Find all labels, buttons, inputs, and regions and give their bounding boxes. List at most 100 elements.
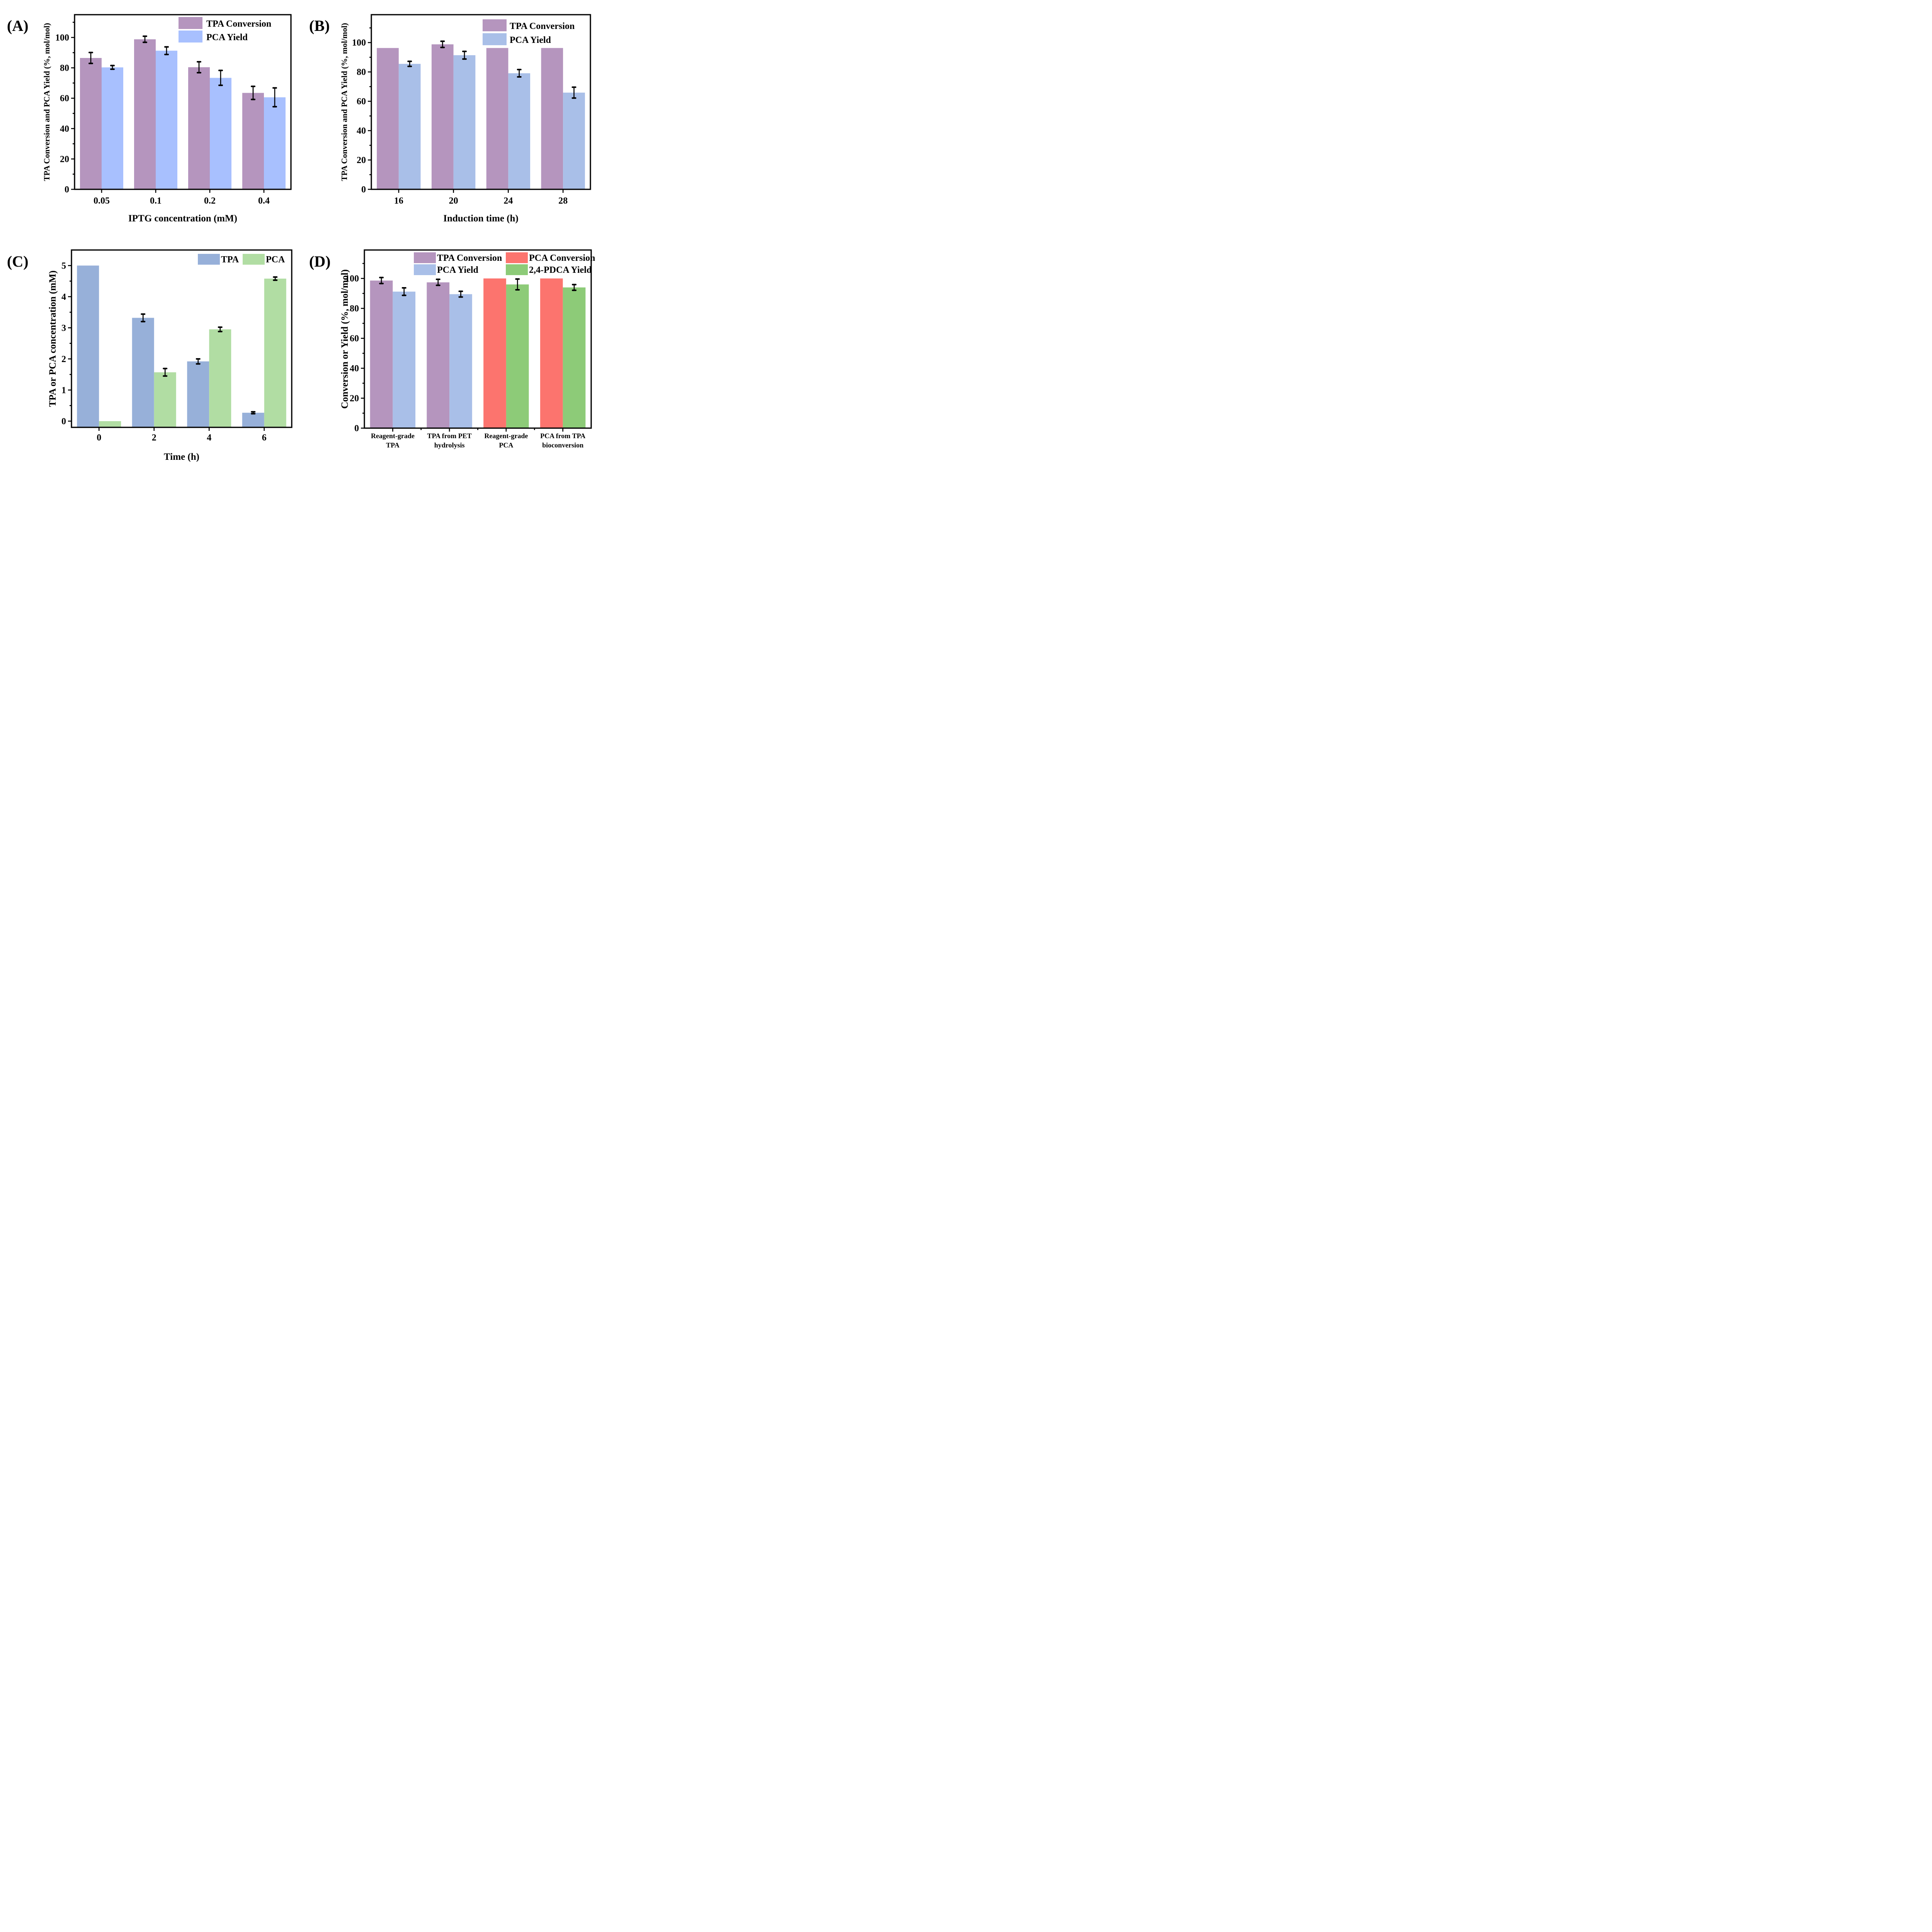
x-tick-label: 20 <box>449 196 458 206</box>
panel-b: (B) 0 20 40 60 80 100 16 20 24 28 Induction time (h… <box>309 14 591 224</box>
bar-tpa-conversion-3 <box>242 93 264 189</box>
y-tick-label: 2 <box>61 354 66 364</box>
legend-swatch <box>179 31 202 43</box>
y-tick-label: 5 <box>61 261 66 271</box>
legend-label: TPA Conversion <box>437 253 502 263</box>
bar-tpa-1 <box>132 318 154 427</box>
x-tick-label: Reagent-grade <box>484 432 528 440</box>
bar-pca-yield-0 <box>393 291 416 428</box>
y-tick-label: 80 <box>60 63 69 73</box>
x-tick-label: 4 <box>207 433 211 443</box>
bar-pca-yield-1 <box>156 51 177 189</box>
legend-label: PCA Yield <box>206 32 248 43</box>
legend: TPA PCA <box>198 254 285 265</box>
x-tick-label: 28 <box>558 196 568 206</box>
panel-label: (A) <box>7 17 29 34</box>
bar-pca-1 <box>154 372 176 427</box>
bars-group <box>77 265 286 427</box>
legend: TPA Conversion PCA Conversion PCA Yield 2,4… <box>414 252 595 275</box>
bar-tpa-0 <box>77 265 99 427</box>
y-tick-label: 20 <box>60 154 69 164</box>
x-tick-label: 0 <box>97 433 101 443</box>
x-tick-label: 6 <box>262 433 267 443</box>
x-axis-title: Time (h) <box>164 452 199 462</box>
y-tick-label: 0 <box>361 185 366 195</box>
bar-tpa-conversion-3 <box>541 48 563 189</box>
legend-swatch <box>414 252 436 263</box>
y-tick-label: 60 <box>60 94 69 104</box>
y-axis-title: TPA Conversion and PCA Yield (%, mol/mol… <box>340 23 349 181</box>
legend: TPA Conversion PCA Yield <box>179 17 271 43</box>
x-axis-title: IPTG concentration (mM) <box>128 213 237 224</box>
y-tick-label: 4 <box>61 292 66 302</box>
y-tick-label: 1 <box>61 385 66 395</box>
legend-label: PCA Conversion <box>529 253 595 263</box>
legend-swatch <box>483 33 507 45</box>
bar-tpa-3 <box>242 413 264 427</box>
y-tick-label: 20 <box>357 155 366 165</box>
bar-pca-yield-3 <box>264 97 286 189</box>
y-tick-label: 0 <box>65 185 69 195</box>
panel-a: (A) 0 20 40 60 80 100 0.05 0.1 0.2 0.4 IPTG concent… <box>7 14 292 224</box>
bar-tpa-conversion-0 <box>377 48 399 189</box>
x-tick-label: PCA <box>499 441 513 449</box>
bar-tpa-conversion-2 <box>188 67 210 189</box>
x-axis-title: Induction time (h) <box>443 213 518 224</box>
panel-label: (C) <box>7 253 29 270</box>
y-axis-title: TPA Conversion and PCA Yield (%, mol/mol… <box>42 23 51 181</box>
bar-pca-3 <box>264 279 286 427</box>
legend-swatch <box>506 252 528 263</box>
x-tick-label: Reagent-grade <box>371 432 415 440</box>
y-tick-label: 60 <box>350 334 359 344</box>
panel-label: (D) <box>309 253 331 270</box>
axes-frame <box>371 14 591 190</box>
legend-label: TPA Conversion <box>206 19 271 29</box>
legend-swatch <box>506 264 528 275</box>
bar-tpa-conversion-0 <box>80 58 102 189</box>
bar-tpa-conversion-1 <box>427 282 450 428</box>
panel-label: (B) <box>309 17 330 34</box>
legend-label: PCA Yield <box>510 35 551 45</box>
bar-2-4-pdca-yield-2 <box>506 284 529 428</box>
bar-tpa-conversion-1 <box>134 39 156 190</box>
legend-swatch <box>198 254 220 265</box>
legend-swatch <box>483 19 507 31</box>
legend-label: 2,4-PDCA Yield <box>529 265 592 275</box>
x-tick-label: 24 <box>503 196 513 206</box>
legend: TPA Conversion PCA Yield <box>483 19 575 45</box>
x-tick-label: 0.1 <box>150 196 162 206</box>
bar-tpa-conversion-2 <box>486 48 509 189</box>
bars-group <box>377 40 585 190</box>
y-tick-label: 100 <box>352 38 366 48</box>
bar-pca-yield-2 <box>508 73 531 189</box>
x-tick-label: TPA <box>386 441 400 449</box>
bar-pca-yield-1 <box>453 55 476 189</box>
bar-tpa-2 <box>187 361 209 427</box>
x-tick-label: 0.2 <box>204 196 216 206</box>
x-tick-label: 0.4 <box>258 196 270 206</box>
axes-frame <box>71 249 293 428</box>
y-axis-title: TPA or PCA concentration (mM) <box>48 270 58 407</box>
x-tick-label: 16 <box>394 196 403 206</box>
bar-pca-2 <box>209 329 231 427</box>
legend-label: TPA <box>221 255 239 265</box>
y-tick-label: 40 <box>350 364 359 374</box>
bar-pca-yield-1 <box>449 294 472 428</box>
x-tick-label: PCA from TPA <box>540 432 585 440</box>
legend-label: PCA <box>266 255 285 265</box>
x-tick-label: TPA from PET <box>427 432 471 440</box>
bar-pca-yield-0 <box>398 64 421 189</box>
bars-group <box>370 277 586 428</box>
y-tick-label: 60 <box>357 97 366 107</box>
bar-tpa-conversion-0 <box>370 281 393 428</box>
legend-swatch <box>243 254 265 265</box>
axes-frame <box>74 14 292 190</box>
y-axis-title: Conversion or Yield (%, mol/mol) <box>340 269 350 409</box>
bar-pca-yield-3 <box>563 92 585 189</box>
x-tick-label: bioconversion <box>542 441 583 449</box>
bar-pca-0 <box>99 421 121 427</box>
y-tick-label: 100 <box>55 33 69 43</box>
legend-swatch <box>414 264 436 275</box>
